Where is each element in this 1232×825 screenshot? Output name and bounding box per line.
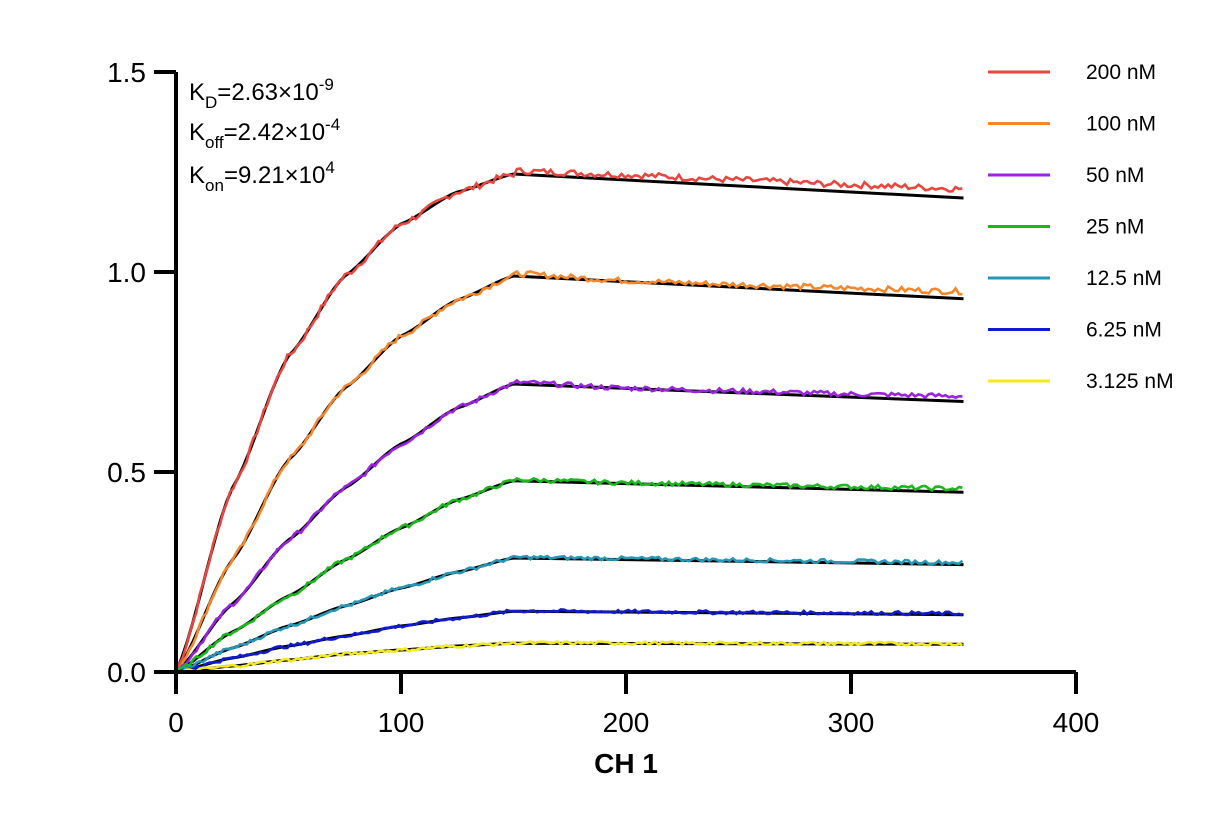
x-tick-label: 0 (168, 707, 184, 738)
series-line (175, 640, 963, 673)
x-tick-label: 200 (603, 707, 650, 738)
data-traces (174, 167, 964, 674)
fit-curve (174, 172, 964, 673)
legend-label: 100 nM (1086, 113, 1156, 136)
y-tick-label: 0.5 (107, 457, 146, 488)
series-line (175, 269, 963, 671)
x-tick-label: 400 (1053, 707, 1100, 738)
x-axis-title: CH 1 (594, 748, 658, 779)
legend-label: 3.125 nM (1086, 370, 1174, 393)
kon-annotation: Kon=9.21×104 (189, 158, 335, 195)
series-line (174, 167, 963, 673)
legend-label: 12.5 nM (1086, 267, 1162, 290)
y-tick-label: 0.0 (107, 657, 146, 688)
y-tick-label: 1.5 (107, 57, 146, 88)
fit-curve (174, 382, 964, 674)
series-line (175, 554, 964, 674)
series-line (175, 608, 963, 673)
x-tick-label: 100 (378, 707, 425, 738)
koff-annotation: Koff=2.42×10-4 (189, 115, 340, 152)
kd-annotation: KD=2.63×10-9 (189, 75, 334, 112)
legend-label: 6.25 nM (1086, 319, 1162, 342)
kinetic-annotations: KD=2.63×10-9 Koff=2.42×10-4 Kon=9.21×104 (189, 75, 340, 195)
axes: 0 100 200 300 400 0.0 0.5 1.0 1.5 (107, 57, 1099, 738)
legend-label: 50 nM (1086, 164, 1144, 187)
series-line (175, 378, 963, 673)
fit-curves (174, 172, 964, 674)
legend: 200 nM 100 nM 50 nM 25 nM 12.5 nM 6.25 nM 3.12… (988, 61, 1174, 393)
legend-label: 25 nM (1086, 216, 1144, 239)
series-line (175, 476, 963, 673)
x-tick-label: 300 (828, 707, 875, 738)
legend-label: 200 nM (1086, 61, 1156, 84)
y-tick-label: 1.0 (107, 257, 146, 288)
fit-curve (175, 641, 964, 674)
